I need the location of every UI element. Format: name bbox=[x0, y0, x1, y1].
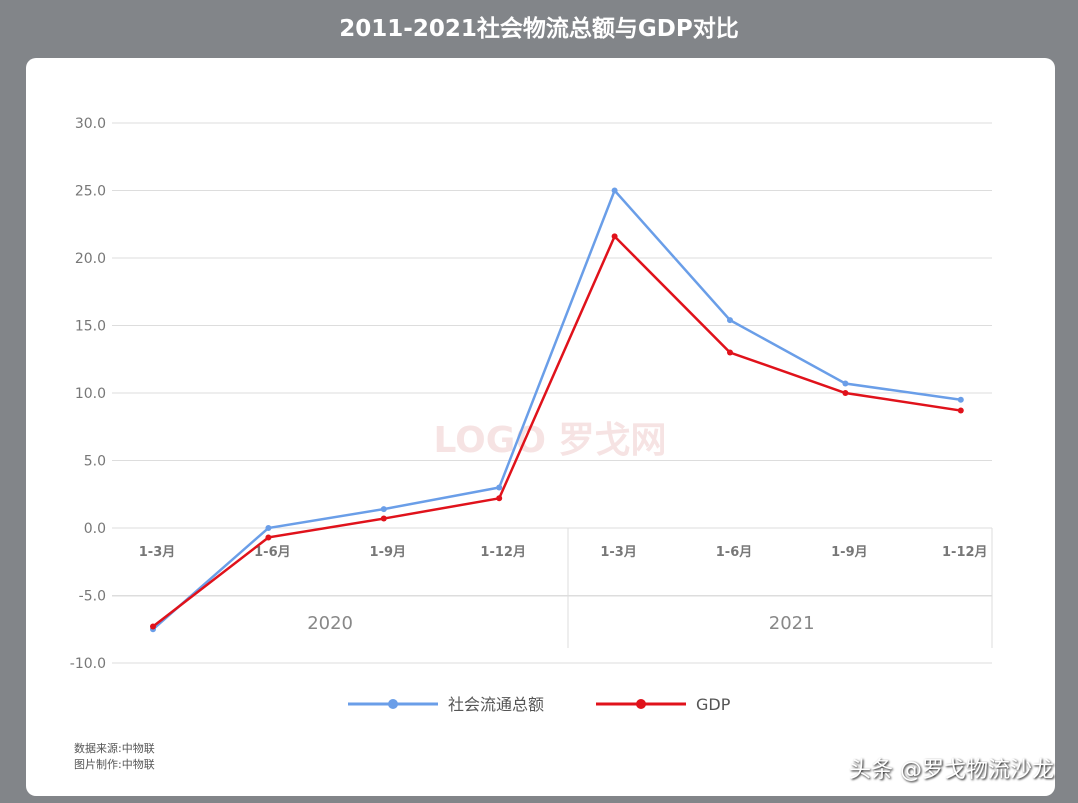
y-tick-label: 10.0 bbox=[75, 386, 106, 402]
y-tick-label: -10.0 bbox=[70, 656, 106, 672]
x-tick-label: 1-12月 bbox=[480, 545, 526, 560]
x-tick-label: 1-9月 bbox=[831, 545, 868, 560]
legend-marker bbox=[636, 699, 646, 709]
series-line-1 bbox=[152, 234, 961, 628]
data-point bbox=[957, 396, 964, 403]
x-tick-label: 1-6月 bbox=[254, 545, 291, 560]
data-point bbox=[496, 495, 503, 502]
watermark: 头条 @罗戈物流沙龙 bbox=[849, 758, 1054, 783]
data-point bbox=[842, 380, 849, 387]
data-point bbox=[380, 515, 387, 522]
y-tick-label: 5.0 bbox=[84, 454, 106, 470]
data-point bbox=[265, 534, 272, 541]
data-point bbox=[727, 317, 733, 324]
data-point bbox=[265, 525, 272, 531]
chart-title: 2011-2021社会物流总额与GDP对比 bbox=[339, 16, 739, 42]
data-point bbox=[496, 484, 503, 491]
series-line-0 bbox=[152, 188, 961, 631]
chart-card bbox=[26, 58, 1055, 796]
legend-marker bbox=[388, 699, 398, 709]
group-label: 2020 bbox=[307, 613, 353, 634]
data-point bbox=[957, 407, 964, 414]
data-source: 数据来源:中物联 bbox=[74, 742, 155, 755]
legend-label: 社会流通总额 bbox=[448, 695, 544, 714]
y-tick-label: 20.0 bbox=[75, 251, 106, 267]
data-point bbox=[380, 506, 387, 513]
y-tick-label: -5.0 bbox=[79, 589, 106, 605]
y-tick-label: 30.0 bbox=[75, 116, 106, 132]
logo-watermark: LOGO 罗戈网 bbox=[434, 420, 667, 461]
x-tick-label: 1-6月 bbox=[716, 545, 753, 560]
x-tick-label: 1-12月 bbox=[942, 545, 988, 560]
group-label: 2021 bbox=[769, 613, 815, 634]
x-tick-label: 1-3月 bbox=[139, 545, 176, 560]
x-tick-label: 1-9月 bbox=[370, 545, 407, 560]
data-point bbox=[611, 233, 618, 240]
y-tick-label: 15.0 bbox=[75, 319, 106, 335]
made-by: 图片制作:中物联 bbox=[74, 758, 155, 771]
data-point bbox=[150, 623, 156, 630]
data-point bbox=[727, 349, 733, 356]
legend-label: GDP bbox=[696, 695, 731, 714]
y-tick-label: 25.0 bbox=[75, 184, 106, 200]
x-tick-label: 1-3月 bbox=[600, 545, 637, 560]
data-point bbox=[611, 187, 618, 194]
y-tick-label: 0.0 bbox=[84, 521, 106, 537]
data-point bbox=[842, 390, 849, 396]
